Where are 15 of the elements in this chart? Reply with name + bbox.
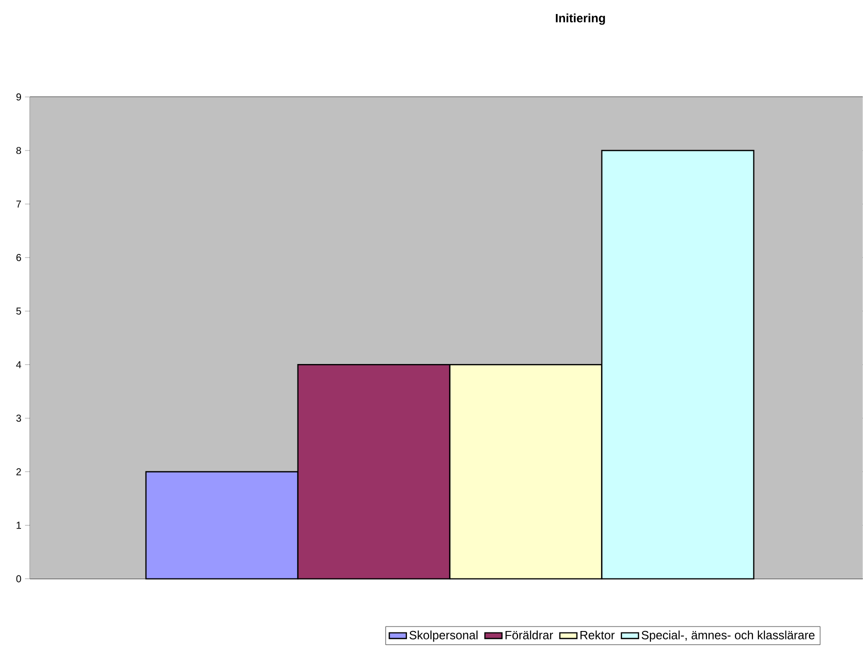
legend-label: Rektor (580, 630, 615, 640)
y-tick-label: 0 (16, 575, 22, 582)
y-tick-label: 3 (16, 414, 22, 422)
legend-label: Skolpersonal (410, 630, 478, 642)
legend-label: Special-, ämnes- och klasslärare (642, 630, 815, 642)
chart-title: Initiering (556, 14, 605, 25)
y-tick-label: 9 (16, 94, 21, 101)
legend-label: Föräldrar (506, 630, 554, 640)
y-tick-label: 8 (16, 147, 22, 154)
y-tick-label: 1 (16, 522, 21, 529)
y-tick-label: 5 (16, 308, 22, 315)
y-tick-label: 6 (16, 254, 22, 262)
y-tick-label: 4 (16, 361, 22, 368)
y-tick-label: 2 (16, 468, 21, 476)
y-tick-label: 7 (16, 200, 21, 208)
